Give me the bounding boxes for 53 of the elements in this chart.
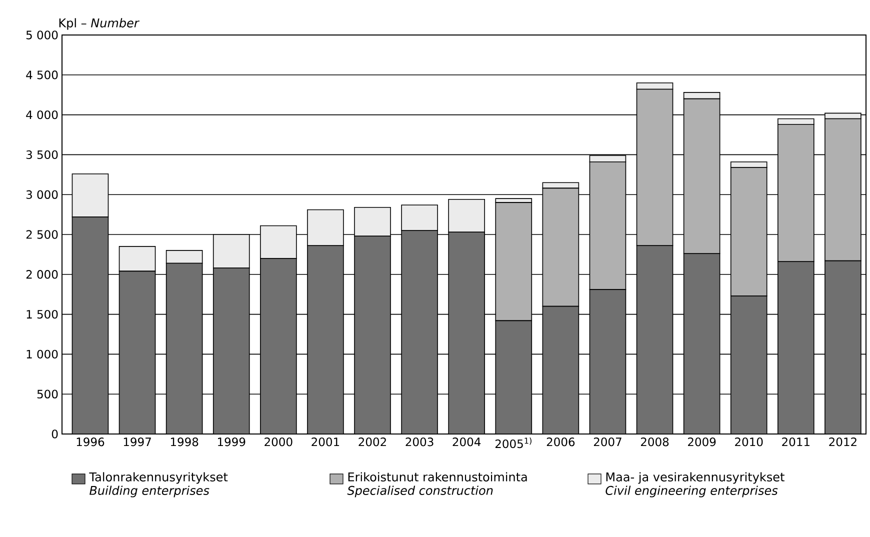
bar <box>260 225 297 259</box>
bar <box>212 268 250 434</box>
bar <box>730 296 768 434</box>
y-tick-label: 5 000 <box>26 30 58 40</box>
bar <box>778 261 814 434</box>
x-tick-label: 2002 <box>358 438 386 446</box>
x-tick-label: 2010 <box>735 438 763 446</box>
x-tick-label: 1996 <box>76 438 104 446</box>
bar <box>589 289 626 434</box>
x-tick-label: 2000 <box>264 438 292 446</box>
bar <box>72 216 109 434</box>
y-tick-label: 1 000 <box>26 350 58 359</box>
x-tick-label: 1997 <box>124 438 151 446</box>
bar <box>401 230 438 434</box>
bar <box>636 245 674 434</box>
x-tick-label: 1999 <box>218 438 246 446</box>
bar <box>495 320 532 434</box>
y-tick-label: 2 500 <box>26 230 58 239</box>
bar <box>260 258 297 434</box>
x-tick-label: 2001 <box>312 438 340 446</box>
y-tick-label: 1 500 <box>26 310 58 319</box>
y-tick-label: 3 000 <box>26 190 58 199</box>
legend-label: Maa- ja vesirakennusyritykset Civil engineering enterprises <box>606 472 784 498</box>
bar <box>166 262 203 434</box>
bar <box>448 232 485 434</box>
x-tick-label: 2009 <box>688 438 716 446</box>
y-tick-label: 2 000 <box>26 270 58 279</box>
bar <box>542 306 580 434</box>
bar <box>354 236 391 434</box>
x-tick-label: 2006 <box>546 438 575 446</box>
y-tick-label: 4 000 <box>26 110 58 120</box>
y-tick-label: 500 <box>37 390 58 398</box>
x-tick-label: 2003 <box>406 438 434 446</box>
x-tick-label: 2004 <box>452 438 481 446</box>
bar <box>307 245 344 434</box>
x-tick-label: 2005$^{1)}$ <box>495 438 532 448</box>
legend-label: Talonrakennusyritykset Building enterprises <box>89 472 228 498</box>
x-tick-label: 1998 <box>170 438 198 446</box>
y-tick-label: 4 500 <box>26 70 58 80</box>
x-tick-label: 2007 <box>594 438 622 446</box>
bar <box>683 253 720 434</box>
bar <box>118 270 156 434</box>
y-tick-label: 0 <box>52 430 58 438</box>
x-tick-label: 2008 <box>640 438 669 446</box>
bar <box>166 250 203 264</box>
legend-label: Erikoistunut rakennustoiminta Specialised construction <box>347 472 527 498</box>
bar <box>824 260 862 434</box>
y-axis-title: Kpl – Number <box>59 18 140 30</box>
bar <box>212 234 250 268</box>
x-tick-label: 2011 <box>782 438 810 446</box>
bar <box>118 246 156 272</box>
y-tick-label: 3 500 <box>26 150 58 160</box>
x-tick-label: 2012 <box>829 438 856 446</box>
